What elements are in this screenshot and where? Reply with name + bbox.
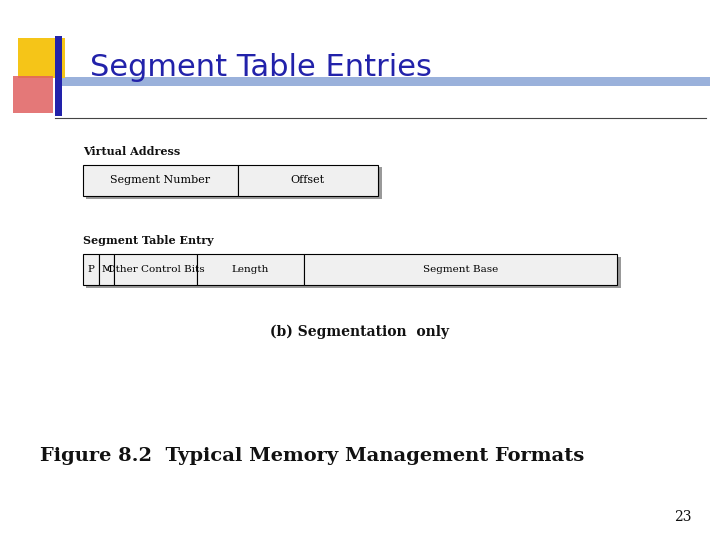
Text: Segment Table Entry: Segment Table Entry	[83, 235, 213, 246]
Bar	[241, 167, 382, 199]
Text: Virtual Address: Virtual Address	[83, 146, 180, 157]
Bar	[83, 165, 238, 196]
Text: Figure 8.2  Typical Memory Management Formats: Figure 8.2 Typical Memory Management For…	[40, 447, 584, 465]
Bar	[102, 256, 118, 288]
Text: 23: 23	[674, 510, 691, 524]
Bar	[55, 36, 62, 116]
Text: (b) Segmentation  only: (b) Segmentation only	[271, 325, 449, 339]
Text: Segment Base: Segment Base	[423, 265, 498, 274]
Text: Other Control Bits: Other Control Bits	[107, 265, 204, 274]
Text: P: P	[87, 265, 94, 274]
Bar	[307, 256, 621, 288]
Bar	[55, 77, 710, 86]
Bar	[18, 38, 65, 78]
Bar	[83, 254, 99, 285]
Bar	[118, 256, 201, 288]
Text: Length: Length	[232, 265, 269, 274]
Text: Segment Number: Segment Number	[110, 176, 210, 185]
Bar	[304, 254, 617, 285]
Text: M: M	[102, 265, 112, 274]
Bar	[86, 256, 102, 288]
Bar	[99, 254, 114, 285]
Bar	[86, 167, 241, 199]
Bar	[201, 256, 307, 288]
Bar	[13, 76, 53, 113]
Bar	[114, 254, 197, 285]
Bar	[238, 165, 378, 196]
Text: Offset: Offset	[291, 176, 325, 185]
Text: Segment Table Entries: Segment Table Entries	[90, 53, 432, 82]
Bar	[197, 254, 304, 285]
